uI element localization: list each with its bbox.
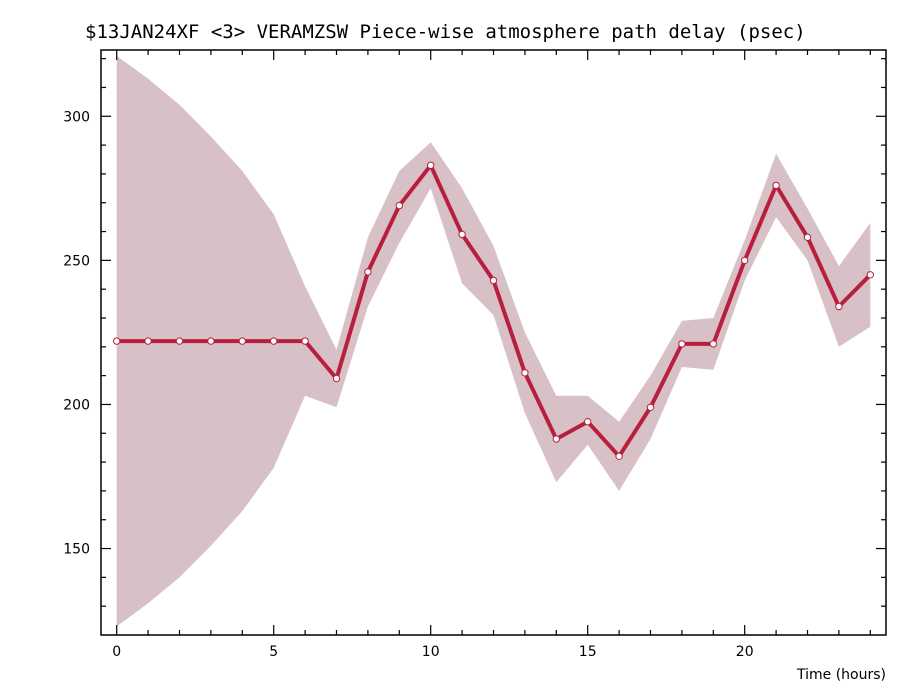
x-tick-label: 10 bbox=[422, 644, 440, 660]
data-point bbox=[144, 337, 152, 345]
data-point bbox=[395, 201, 403, 210]
data-point bbox=[113, 337, 121, 345]
y-tick-label: 250 bbox=[63, 253, 90, 269]
data-point bbox=[772, 181, 780, 190]
y-tick-label: 300 bbox=[63, 109, 90, 125]
data-point bbox=[521, 369, 529, 377]
data-point bbox=[803, 233, 812, 242]
data-point bbox=[835, 302, 843, 311]
data-point bbox=[207, 337, 215, 345]
data-point bbox=[175, 337, 184, 345]
data-point bbox=[584, 418, 592, 426]
data-point bbox=[427, 161, 435, 170]
data-point bbox=[615, 452, 623, 460]
data-point bbox=[741, 256, 749, 265]
data-point bbox=[238, 337, 247, 345]
data-point bbox=[270, 337, 278, 345]
y-tick-label: 150 bbox=[63, 542, 90, 558]
data-point bbox=[364, 268, 372, 276]
data-point bbox=[646, 403, 655, 411]
x-tick-label: 20 bbox=[736, 644, 754, 660]
data-point bbox=[552, 435, 560, 443]
data-point bbox=[458, 230, 466, 239]
data-point bbox=[301, 337, 309, 345]
data-point bbox=[489, 276, 498, 285]
axis-ticks-layer bbox=[101, 50, 886, 635]
tick-labels-layer: 0 5 10 15 20 150 200 250 300 bbox=[63, 109, 753, 660]
x-tick-label: 15 bbox=[579, 644, 597, 660]
x-axis-label: Time (hours) bbox=[796, 667, 886, 683]
data-point bbox=[709, 340, 717, 348]
y-tick-label: 200 bbox=[63, 397, 90, 413]
data-points-layer bbox=[113, 161, 874, 460]
chart-title: $13JAN24XF <3> VERAMZSW Piece-wise atmos… bbox=[85, 21, 806, 43]
data-point bbox=[332, 374, 341, 383]
x-tick-label: 5 bbox=[269, 644, 278, 660]
data-point bbox=[678, 340, 686, 348]
data-point bbox=[866, 271, 874, 279]
x-tick-label: 0 bbox=[112, 644, 121, 660]
